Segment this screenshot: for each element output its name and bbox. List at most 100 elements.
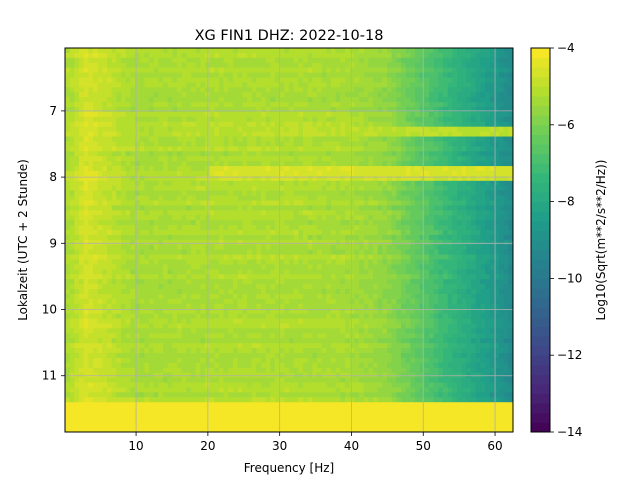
heatmap-cell	[261, 170, 267, 177]
heatmap-cell	[167, 190, 173, 197]
heatmap-cell	[485, 92, 491, 98]
heatmap-cell	[303, 205, 309, 211]
heatmap-cell	[391, 244, 397, 251]
heatmap-cell	[410, 234, 416, 241]
heatmap-cell	[144, 161, 150, 167]
heatmap-cell	[391, 190, 397, 197]
heatmap-cell	[354, 72, 360, 79]
heatmap-cell	[172, 284, 178, 290]
heatmap-cell	[186, 215, 192, 221]
heatmap-cell	[256, 62, 262, 69]
heatmap-cell	[312, 225, 318, 231]
heatmap-cell	[471, 121, 477, 128]
heatmap-cell	[387, 131, 393, 138]
heatmap-cell	[153, 200, 159, 207]
heatmap-cell	[494, 161, 500, 167]
heatmap-cell	[331, 210, 337, 216]
heatmap-cell	[335, 180, 341, 187]
heatmap-cell	[289, 180, 295, 187]
heatmap-cell	[83, 170, 89, 177]
heatmap-cell	[265, 215, 271, 221]
heatmap-cell	[153, 97, 159, 103]
heatmap-cell	[102, 62, 108, 69]
heatmap-cell	[209, 77, 215, 84]
heatmap-cell	[321, 284, 327, 290]
heatmap-cell	[429, 180, 435, 187]
heatmap-cell	[499, 121, 505, 128]
heatmap-cell	[401, 121, 407, 128]
heatmap-cell	[256, 205, 262, 211]
heatmap-cell	[401, 87, 407, 93]
heatmap-cell	[489, 205, 495, 211]
heatmap-cell	[340, 205, 346, 211]
heatmap-cell	[485, 111, 491, 118]
heatmap-cell	[83, 220, 89, 226]
heatmap-cell	[125, 121, 131, 128]
heatmap-cell	[475, 151, 481, 157]
heatmap-cell	[447, 170, 453, 177]
heatmap-cell	[480, 195, 486, 202]
heatmap-cell	[69, 274, 75, 280]
heatmap-cell	[382, 279, 388, 285]
heatmap-cell	[503, 249, 509, 256]
heatmap-cell	[363, 141, 369, 147]
heatmap-cell	[214, 82, 220, 88]
heatmap-cell	[508, 254, 513, 261]
heatmap-cell	[149, 284, 155, 290]
heatmap-cell	[223, 126, 229, 133]
heatmap-cell	[452, 151, 458, 157]
heatmap-cell	[405, 190, 411, 197]
heatmap-cell	[359, 92, 365, 98]
heatmap-cell	[387, 185, 393, 192]
heatmap-cell	[466, 77, 472, 84]
heatmap-cell	[158, 116, 164, 123]
heatmap-cell	[312, 230, 318, 236]
heatmap-cell	[214, 121, 220, 128]
heatmap-cell	[107, 62, 113, 69]
heatmap-cell	[135, 225, 141, 231]
heatmap-cell	[368, 87, 374, 93]
heatmap-cell	[102, 57, 108, 64]
heatmap-cell	[69, 234, 75, 241]
heatmap-cell	[377, 185, 383, 192]
heatmap-cell	[200, 195, 206, 202]
heatmap-cell	[79, 289, 85, 295]
heatmap-cell	[452, 72, 458, 79]
heatmap-cell	[125, 146, 131, 152]
heatmap-cell	[247, 185, 253, 192]
heatmap-cell	[438, 136, 444, 143]
heatmap-cell	[125, 210, 131, 216]
heatmap-cell	[326, 264, 332, 270]
heatmap-cell	[508, 92, 513, 98]
heatmap-cell	[233, 274, 239, 280]
heatmap-cell	[298, 121, 304, 128]
heatmap-cell	[415, 185, 421, 192]
heatmap-cell	[153, 48, 159, 54]
heatmap-cell	[466, 52, 472, 59]
heatmap-cell	[429, 136, 435, 143]
heatmap-cell	[177, 269, 183, 275]
heatmap-cell	[279, 92, 285, 98]
heatmap-cell	[401, 107, 407, 113]
heatmap-cell	[289, 200, 295, 207]
heatmap-cell	[466, 180, 472, 187]
heatmap-cell	[256, 190, 262, 197]
heatmap-cell	[387, 166, 393, 172]
heatmap-cell	[163, 298, 169, 305]
heatmap-cell	[359, 289, 365, 295]
heatmap-cell	[279, 220, 285, 226]
heatmap-cell	[391, 121, 397, 128]
heatmap-cell	[177, 298, 183, 305]
heatmap-cell	[443, 200, 449, 207]
heatmap-cell	[83, 77, 89, 84]
heatmap-cell	[494, 151, 500, 157]
heatmap-cell	[321, 215, 327, 221]
heatmap-cell	[480, 121, 486, 128]
heatmap-cell	[503, 82, 509, 88]
heatmap-cell	[317, 279, 323, 285]
heatmap-cell	[485, 210, 491, 216]
heatmap-cell	[415, 161, 421, 167]
heatmap-cell	[116, 175, 122, 182]
heatmap-cell	[265, 87, 271, 93]
heatmap-cell	[331, 141, 337, 147]
